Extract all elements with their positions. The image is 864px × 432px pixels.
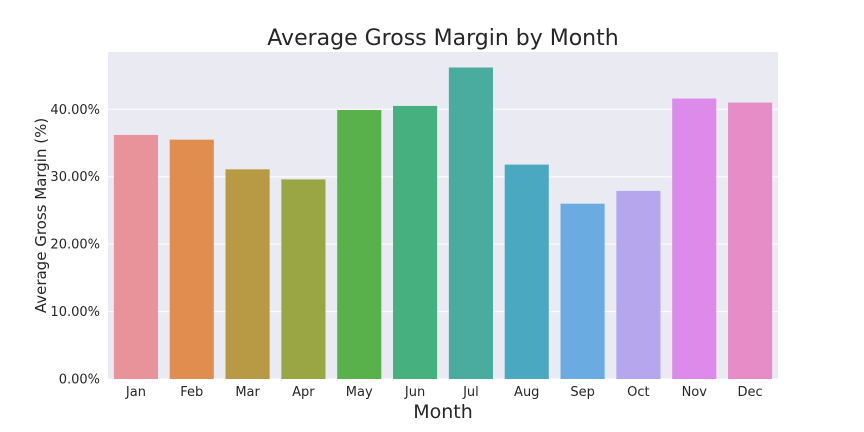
y-axis-label: Average Gross Margin (%) [32, 118, 50, 313]
bar-aug [504, 164, 549, 379]
x-tick-label: Jun [404, 385, 425, 400]
x-tick-label: Feb [180, 385, 203, 400]
bar-mar [225, 169, 270, 379]
x-tick-label: Oct [627, 385, 649, 400]
x-tick-label: Jan [125, 385, 146, 400]
x-tick-label: May [346, 385, 373, 400]
chart-title: Average Gross Margin by Month [267, 26, 618, 51]
y-tick-label: 30.00% [50, 170, 100, 185]
bar-feb [169, 139, 214, 379]
bar-dec [728, 102, 773, 379]
x-tick-label: Dec [738, 385, 763, 400]
bar-jan [113, 134, 158, 379]
bar-jul [448, 67, 493, 380]
x-tick-label: Nov [682, 385, 708, 400]
x-tick-label: Mar [235, 385, 260, 400]
x-axis-label: Month [413, 401, 473, 423]
y-axis-ticks: 0.00% 10.00% 20.00% 30.00% 40.00% [50, 103, 100, 388]
x-axis-ticks: Jan Feb Mar Apr May Jun Jul Aug Sep Oct Nov Dec [125, 385, 763, 400]
bar-may [337, 109, 382, 379]
y-tick-label: 40.00% [50, 103, 100, 118]
gridlines [108, 108, 778, 380]
bar-apr [281, 179, 326, 379]
y-tick-label: 20.00% [50, 238, 100, 253]
plot-background [108, 52, 778, 379]
x-tick-label: Apr [292, 385, 315, 400]
y-tick-label: 0.00% [59, 373, 100, 388]
x-tick-label: Jul [462, 385, 479, 400]
bar-sep [560, 203, 605, 379]
bar-nov [672, 98, 717, 379]
x-tick-label: Sep [570, 385, 595, 400]
bar-oct [616, 190, 661, 379]
y-tick-label: 10.00% [50, 305, 100, 320]
x-tick-label: Aug [514, 385, 539, 400]
bar-jun [393, 105, 438, 379]
bars [113, 67, 773, 380]
